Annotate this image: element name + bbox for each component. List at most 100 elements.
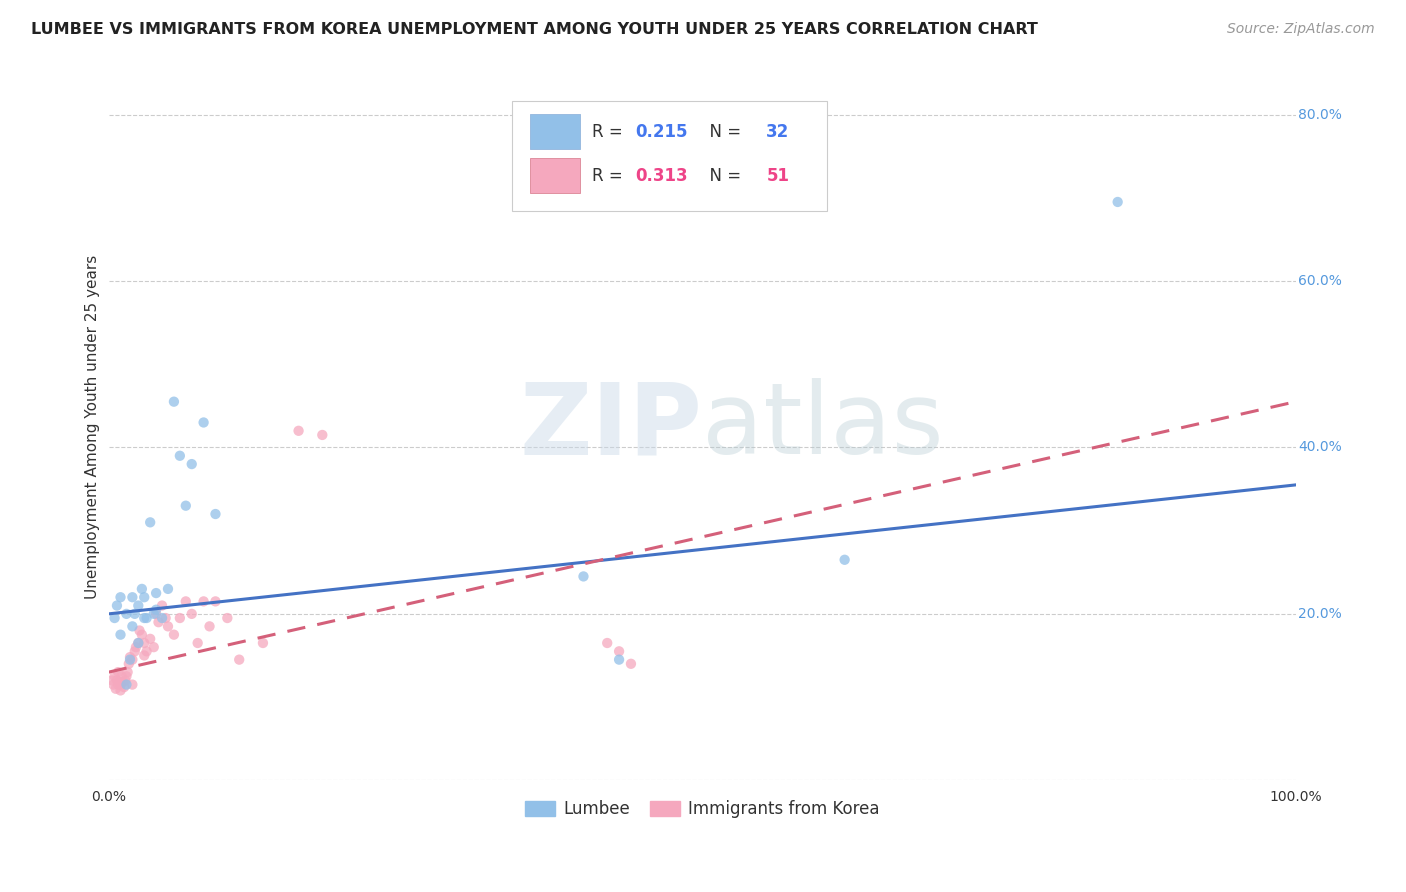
Point xyxy=(134,636,156,650)
Point xyxy=(607,653,630,667)
Text: 0.215: 0.215 xyxy=(636,123,688,141)
Point xyxy=(187,636,209,650)
Point xyxy=(163,628,186,642)
Text: 60.0%: 60.0% xyxy=(1298,274,1341,288)
Point xyxy=(150,599,173,613)
Text: LUMBEE VS IMMIGRANTS FROM KOREA UNEMPLOYMENT AMONG YOUTH UNDER 25 YEARS CORRELAT: LUMBEE VS IMMIGRANTS FROM KOREA UNEMPLOY… xyxy=(31,22,1038,37)
Point xyxy=(193,594,215,608)
Point xyxy=(114,673,136,688)
Point xyxy=(125,640,148,655)
Text: 20.0%: 20.0% xyxy=(1298,607,1341,621)
Point xyxy=(204,507,226,521)
Point xyxy=(110,628,132,642)
Point xyxy=(103,611,125,625)
Text: 40.0%: 40.0% xyxy=(1298,441,1341,454)
Point xyxy=(111,675,134,690)
Point xyxy=(108,675,131,690)
Point xyxy=(107,677,129,691)
FancyBboxPatch shape xyxy=(530,158,579,194)
Point xyxy=(834,553,856,567)
Point xyxy=(110,677,132,691)
Point xyxy=(101,673,124,688)
Point xyxy=(105,599,128,613)
Point xyxy=(131,628,153,642)
Point xyxy=(596,636,619,650)
Point xyxy=(121,677,143,691)
Point xyxy=(115,677,138,691)
Point xyxy=(148,615,170,630)
Point xyxy=(145,603,167,617)
Point xyxy=(110,591,132,605)
Point xyxy=(112,680,135,694)
Text: 0.313: 0.313 xyxy=(636,167,689,185)
Point xyxy=(252,636,274,650)
Legend: Lumbee, Immigrants from Korea: Lumbee, Immigrants from Korea xyxy=(517,794,886,825)
Point xyxy=(174,499,197,513)
Point xyxy=(128,624,150,638)
Point xyxy=(134,611,156,625)
Point xyxy=(135,611,157,625)
Point xyxy=(103,669,125,683)
Point xyxy=(180,607,202,621)
Point xyxy=(620,657,643,671)
Point xyxy=(115,607,138,621)
Text: atlas: atlas xyxy=(702,378,943,475)
Point xyxy=(134,591,156,605)
FancyBboxPatch shape xyxy=(530,114,579,149)
Point xyxy=(198,619,221,633)
Text: Source: ZipAtlas.com: Source: ZipAtlas.com xyxy=(1227,22,1375,37)
Point xyxy=(572,569,595,583)
Point xyxy=(217,611,239,625)
Point xyxy=(115,669,138,683)
Point xyxy=(131,582,153,596)
Point xyxy=(127,636,149,650)
Point xyxy=(111,669,134,683)
Point xyxy=(121,619,143,633)
Text: N =: N = xyxy=(699,123,747,141)
Point xyxy=(118,650,141,665)
Point xyxy=(204,594,226,608)
Point xyxy=(127,636,149,650)
Y-axis label: Unemployment Among Youth under 25 years: Unemployment Among Youth under 25 years xyxy=(86,254,100,599)
Point xyxy=(121,653,143,667)
Text: ZIP: ZIP xyxy=(519,378,702,475)
Point xyxy=(135,644,157,658)
Point xyxy=(156,582,179,596)
Point xyxy=(134,648,156,663)
Point xyxy=(103,677,125,691)
Point xyxy=(142,607,165,621)
Point xyxy=(228,653,250,667)
Point xyxy=(156,619,179,633)
Point xyxy=(145,607,167,621)
Point xyxy=(118,653,141,667)
Point xyxy=(117,665,139,679)
Point xyxy=(169,449,191,463)
Point xyxy=(607,644,630,658)
Text: R =: R = xyxy=(592,167,628,185)
Point xyxy=(163,394,186,409)
Point xyxy=(311,428,333,442)
Point xyxy=(287,424,309,438)
Text: 51: 51 xyxy=(766,167,789,185)
Text: R =: R = xyxy=(592,123,628,141)
Point xyxy=(145,586,167,600)
Point xyxy=(110,683,132,698)
Text: N =: N = xyxy=(699,167,747,185)
Point xyxy=(193,416,215,430)
Point xyxy=(169,611,191,625)
Point xyxy=(107,665,129,679)
Point xyxy=(155,611,177,625)
Point xyxy=(180,457,202,471)
Point xyxy=(121,591,143,605)
Point xyxy=(139,632,162,646)
Text: 32: 32 xyxy=(766,123,790,141)
Point xyxy=(150,611,173,625)
Point xyxy=(104,681,127,696)
Point xyxy=(139,516,162,530)
Point xyxy=(105,673,128,688)
Point xyxy=(124,644,146,658)
Point xyxy=(124,607,146,621)
Text: 80.0%: 80.0% xyxy=(1298,108,1341,121)
Point xyxy=(127,599,149,613)
FancyBboxPatch shape xyxy=(512,102,827,211)
